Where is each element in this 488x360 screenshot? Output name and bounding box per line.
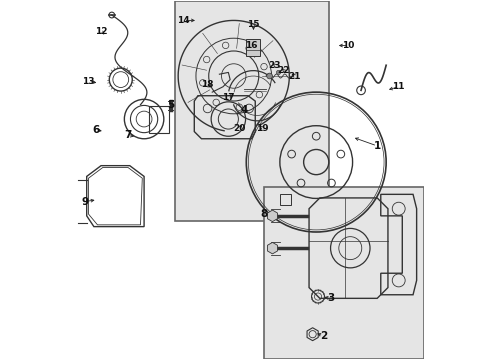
- Text: 1: 1: [373, 141, 380, 151]
- Circle shape: [266, 73, 272, 79]
- Bar: [246, 39, 260, 56]
- Circle shape: [276, 70, 280, 75]
- Bar: [149, 107, 169, 134]
- Text: 23: 23: [268, 61, 281, 70]
- Text: 6: 6: [92, 125, 99, 135]
- Text: 13: 13: [82, 77, 95, 86]
- Text: 18: 18: [200, 81, 213, 90]
- Bar: [174, 1, 328, 221]
- Text: 21: 21: [288, 72, 300, 81]
- Text: 2: 2: [319, 331, 326, 341]
- Text: 22: 22: [277, 66, 289, 75]
- Text: 15: 15: [247, 19, 259, 28]
- Text: 17: 17: [222, 93, 234, 102]
- Text: 19: 19: [256, 123, 268, 132]
- Text: 14: 14: [177, 16, 189, 25]
- Polygon shape: [267, 210, 277, 222]
- Text: 8: 8: [260, 209, 267, 219]
- Text: 3: 3: [326, 293, 333, 303]
- Text: 7: 7: [124, 130, 131, 140]
- Text: 4: 4: [240, 105, 248, 115]
- Polygon shape: [267, 242, 277, 254]
- Text: 12: 12: [95, 27, 107, 36]
- Text: 9: 9: [81, 197, 88, 207]
- Text: 10: 10: [342, 41, 354, 50]
- Bar: [264, 187, 423, 359]
- Text: 16: 16: [245, 41, 257, 50]
- Text: 20: 20: [232, 123, 245, 132]
- Text: 11: 11: [392, 82, 404, 91]
- Text: 5: 5: [167, 100, 174, 110]
